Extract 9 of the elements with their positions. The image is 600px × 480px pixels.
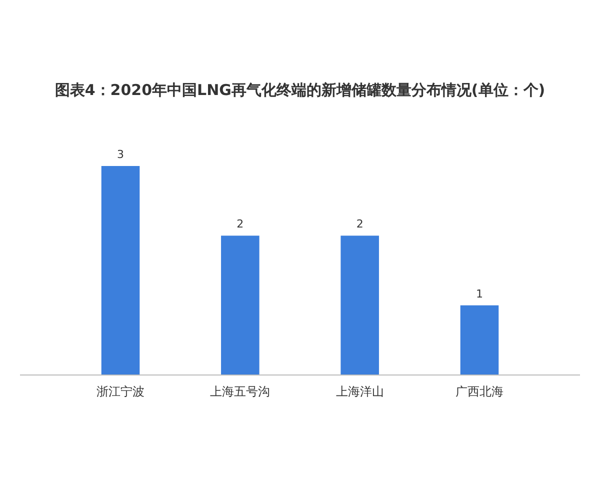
data-label: 1 xyxy=(476,287,483,300)
data-label: 2 xyxy=(356,218,364,231)
chart-title: 图表4：2020年中国LNG再气化终端的新增储罐数量分布情况(单位：个) xyxy=(54,81,546,99)
data-label: 2 xyxy=(236,218,244,231)
x-tick-label: 广西北海 xyxy=(455,384,504,399)
x-tick-label: 上海洋山 xyxy=(336,384,384,399)
x-tick-label: 浙江宁波 xyxy=(96,384,145,399)
data-label: 3 xyxy=(117,148,124,161)
x-tick-label: 上海五号沟 xyxy=(210,384,270,399)
